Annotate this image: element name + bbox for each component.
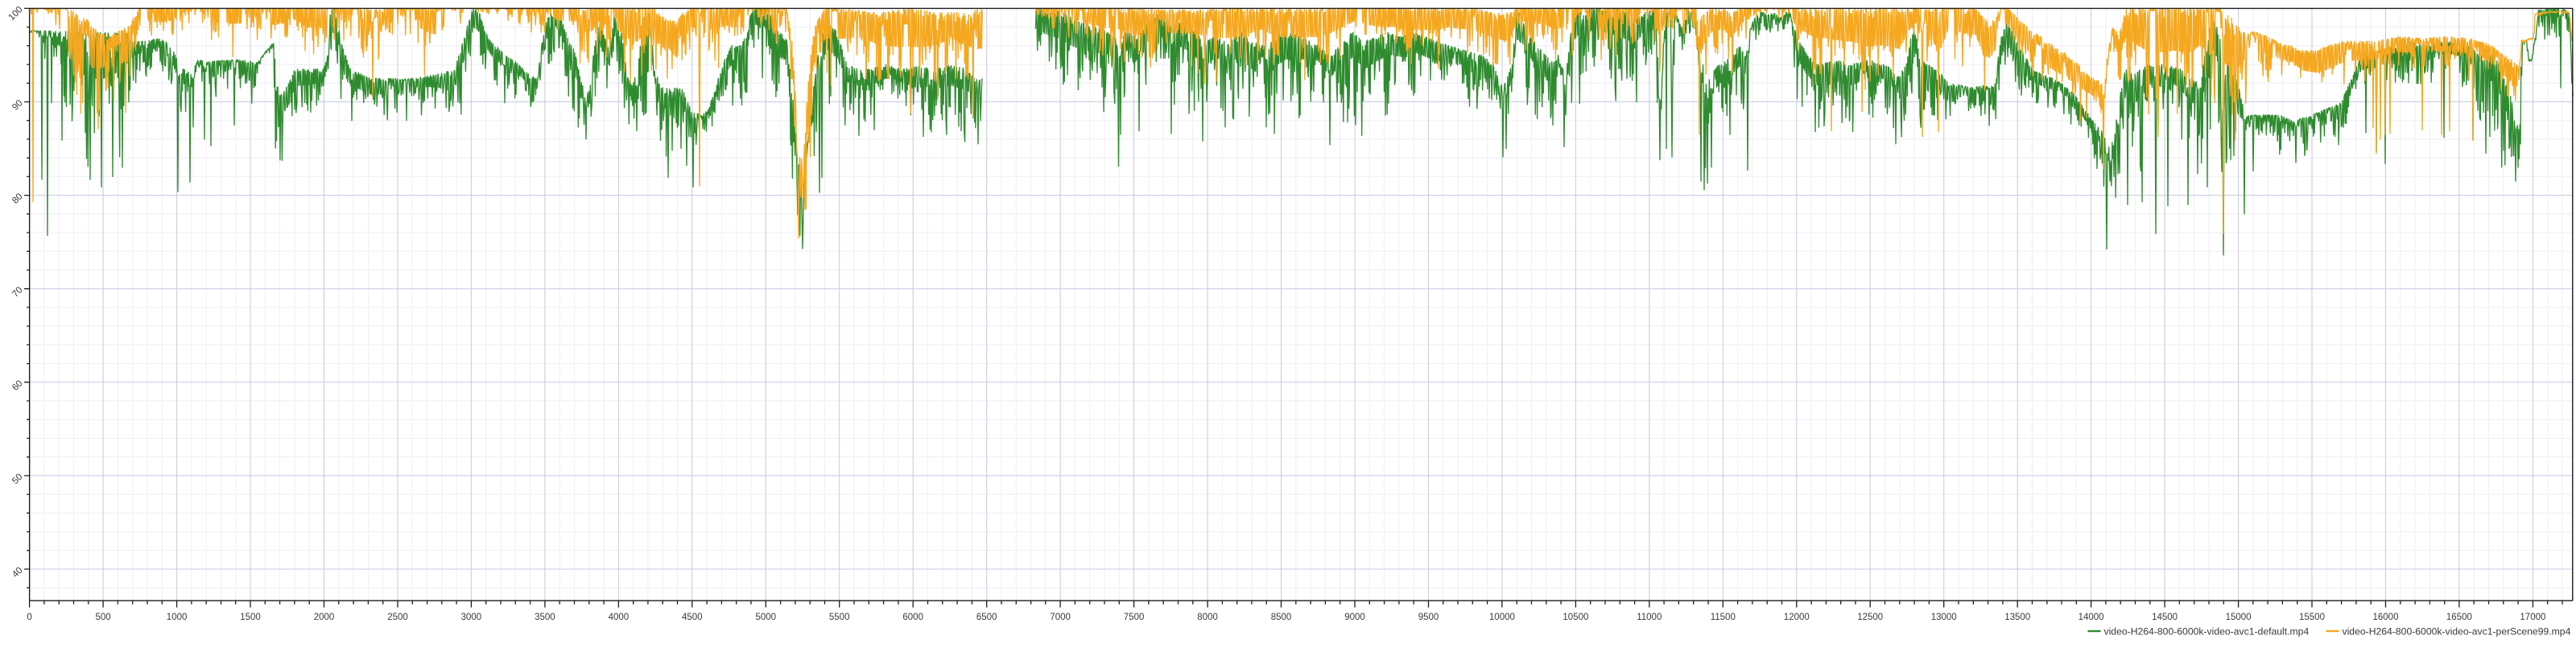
svg-text:7000: 7000	[1050, 613, 1071, 622]
svg-text:16000: 16000	[2373, 613, 2399, 622]
svg-text:12000: 12000	[1784, 613, 1810, 622]
svg-text:13500: 13500	[2004, 613, 2030, 622]
svg-text:9500: 9500	[1418, 613, 1439, 622]
svg-text:2500: 2500	[387, 613, 408, 622]
svg-text:6500: 6500	[976, 613, 997, 622]
svg-text:15500: 15500	[2299, 613, 2325, 622]
svg-text:0: 0	[27, 613, 31, 622]
svg-text:2000: 2000	[314, 613, 335, 622]
svg-text:1000: 1000	[167, 613, 188, 622]
svg-text:6000: 6000	[902, 613, 923, 622]
svg-text:10500: 10500	[1563, 613, 1588, 622]
svg-text:500: 500	[96, 613, 111, 622]
svg-text:17000: 17000	[2520, 613, 2545, 622]
svg-text:8000: 8000	[1197, 613, 1218, 622]
svg-text:5500: 5500	[829, 613, 850, 622]
svg-text:15000: 15000	[2226, 613, 2252, 622]
svg-text:4500: 4500	[682, 613, 703, 622]
svg-text:11000: 11000	[1637, 613, 1662, 622]
svg-text:11500: 11500	[1711, 613, 1736, 622]
svg-text:14000: 14000	[2079, 613, 2104, 622]
svg-text:video-H264-800-6000k-video-avc: video-H264-800-6000k-video-avc1-default.…	[2104, 626, 2310, 638]
svg-text:video-H264-800-6000k-video-avc: video-H264-800-6000k-video-avc1-perScene…	[2343, 626, 2571, 638]
svg-text:7500: 7500	[1124, 613, 1145, 622]
svg-text:5000: 5000	[756, 613, 777, 622]
svg-text:9000: 9000	[1344, 613, 1365, 622]
svg-text:8500: 8500	[1271, 613, 1292, 622]
svg-text:1500: 1500	[240, 613, 261, 622]
svg-text:13000: 13000	[1931, 613, 1957, 622]
svg-text:14500: 14500	[2152, 613, 2178, 622]
svg-text:3500: 3500	[535, 613, 555, 622]
svg-text:3000: 3000	[461, 613, 482, 622]
svg-text:12500: 12500	[1857, 613, 1883, 622]
svg-text:16500: 16500	[2446, 613, 2472, 622]
svg-text:4000: 4000	[609, 613, 630, 622]
svg-text:10000: 10000	[1489, 613, 1515, 622]
